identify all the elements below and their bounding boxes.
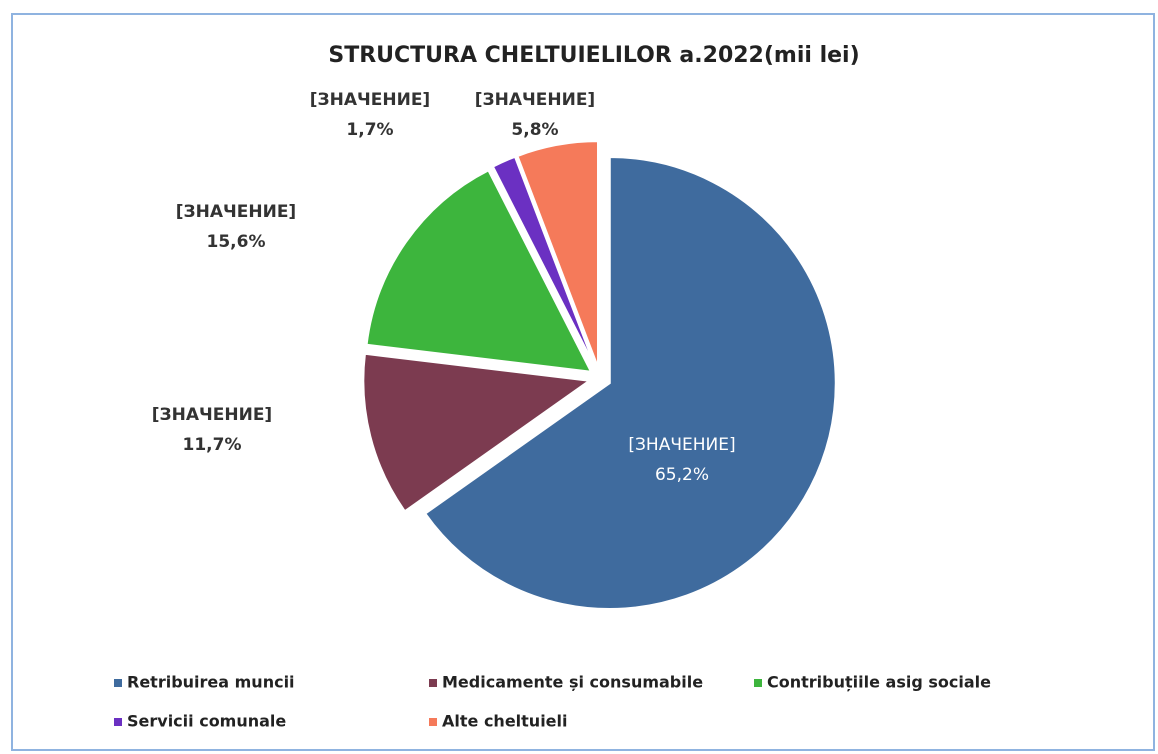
pie-slice bbox=[362, 352, 593, 513]
legend-label: Medicamente și consumabile bbox=[442, 673, 703, 692]
legend-swatch bbox=[114, 679, 122, 687]
data-label-name: [ЗНАЧЕНИЕ] bbox=[475, 90, 595, 110]
data-label: 11,7% bbox=[183, 435, 242, 455]
legend-swatch bbox=[429, 679, 437, 687]
pie-slice bbox=[365, 168, 593, 373]
data-label-name: [ЗНАЧЕНИЕ] bbox=[152, 405, 272, 425]
data-label: 5,8% bbox=[511, 120, 558, 140]
pie-slice bbox=[516, 140, 600, 368]
chart-title: STRUCTURA CHELTUIELILOR a.2022(mii lei) bbox=[328, 43, 859, 68]
data-label: 15,6% bbox=[207, 232, 266, 252]
data-label: 1,7% bbox=[346, 120, 393, 140]
legend-label: Alte cheltuieli bbox=[442, 712, 568, 731]
legend-swatch bbox=[429, 718, 437, 726]
chart-frame bbox=[11, 13, 1155, 751]
data-label: 65,2% bbox=[655, 465, 709, 485]
data-label-name: [ЗНАЧЕНИЕ] bbox=[310, 90, 430, 110]
legend-label: Contribuțiile asig sociale bbox=[767, 673, 991, 692]
data-label-name: [ЗНАЧЕНИЕ] bbox=[628, 435, 735, 455]
legend-swatch bbox=[754, 679, 762, 687]
legend-label: Retribuirea muncii bbox=[127, 673, 295, 692]
legend-label: Servicii comunale bbox=[127, 712, 286, 731]
data-label-name: [ЗНАЧЕНИЕ] bbox=[176, 202, 296, 222]
pie-slice bbox=[491, 155, 597, 369]
pie-slice bbox=[423, 156, 837, 611]
legend-swatch bbox=[114, 718, 122, 726]
